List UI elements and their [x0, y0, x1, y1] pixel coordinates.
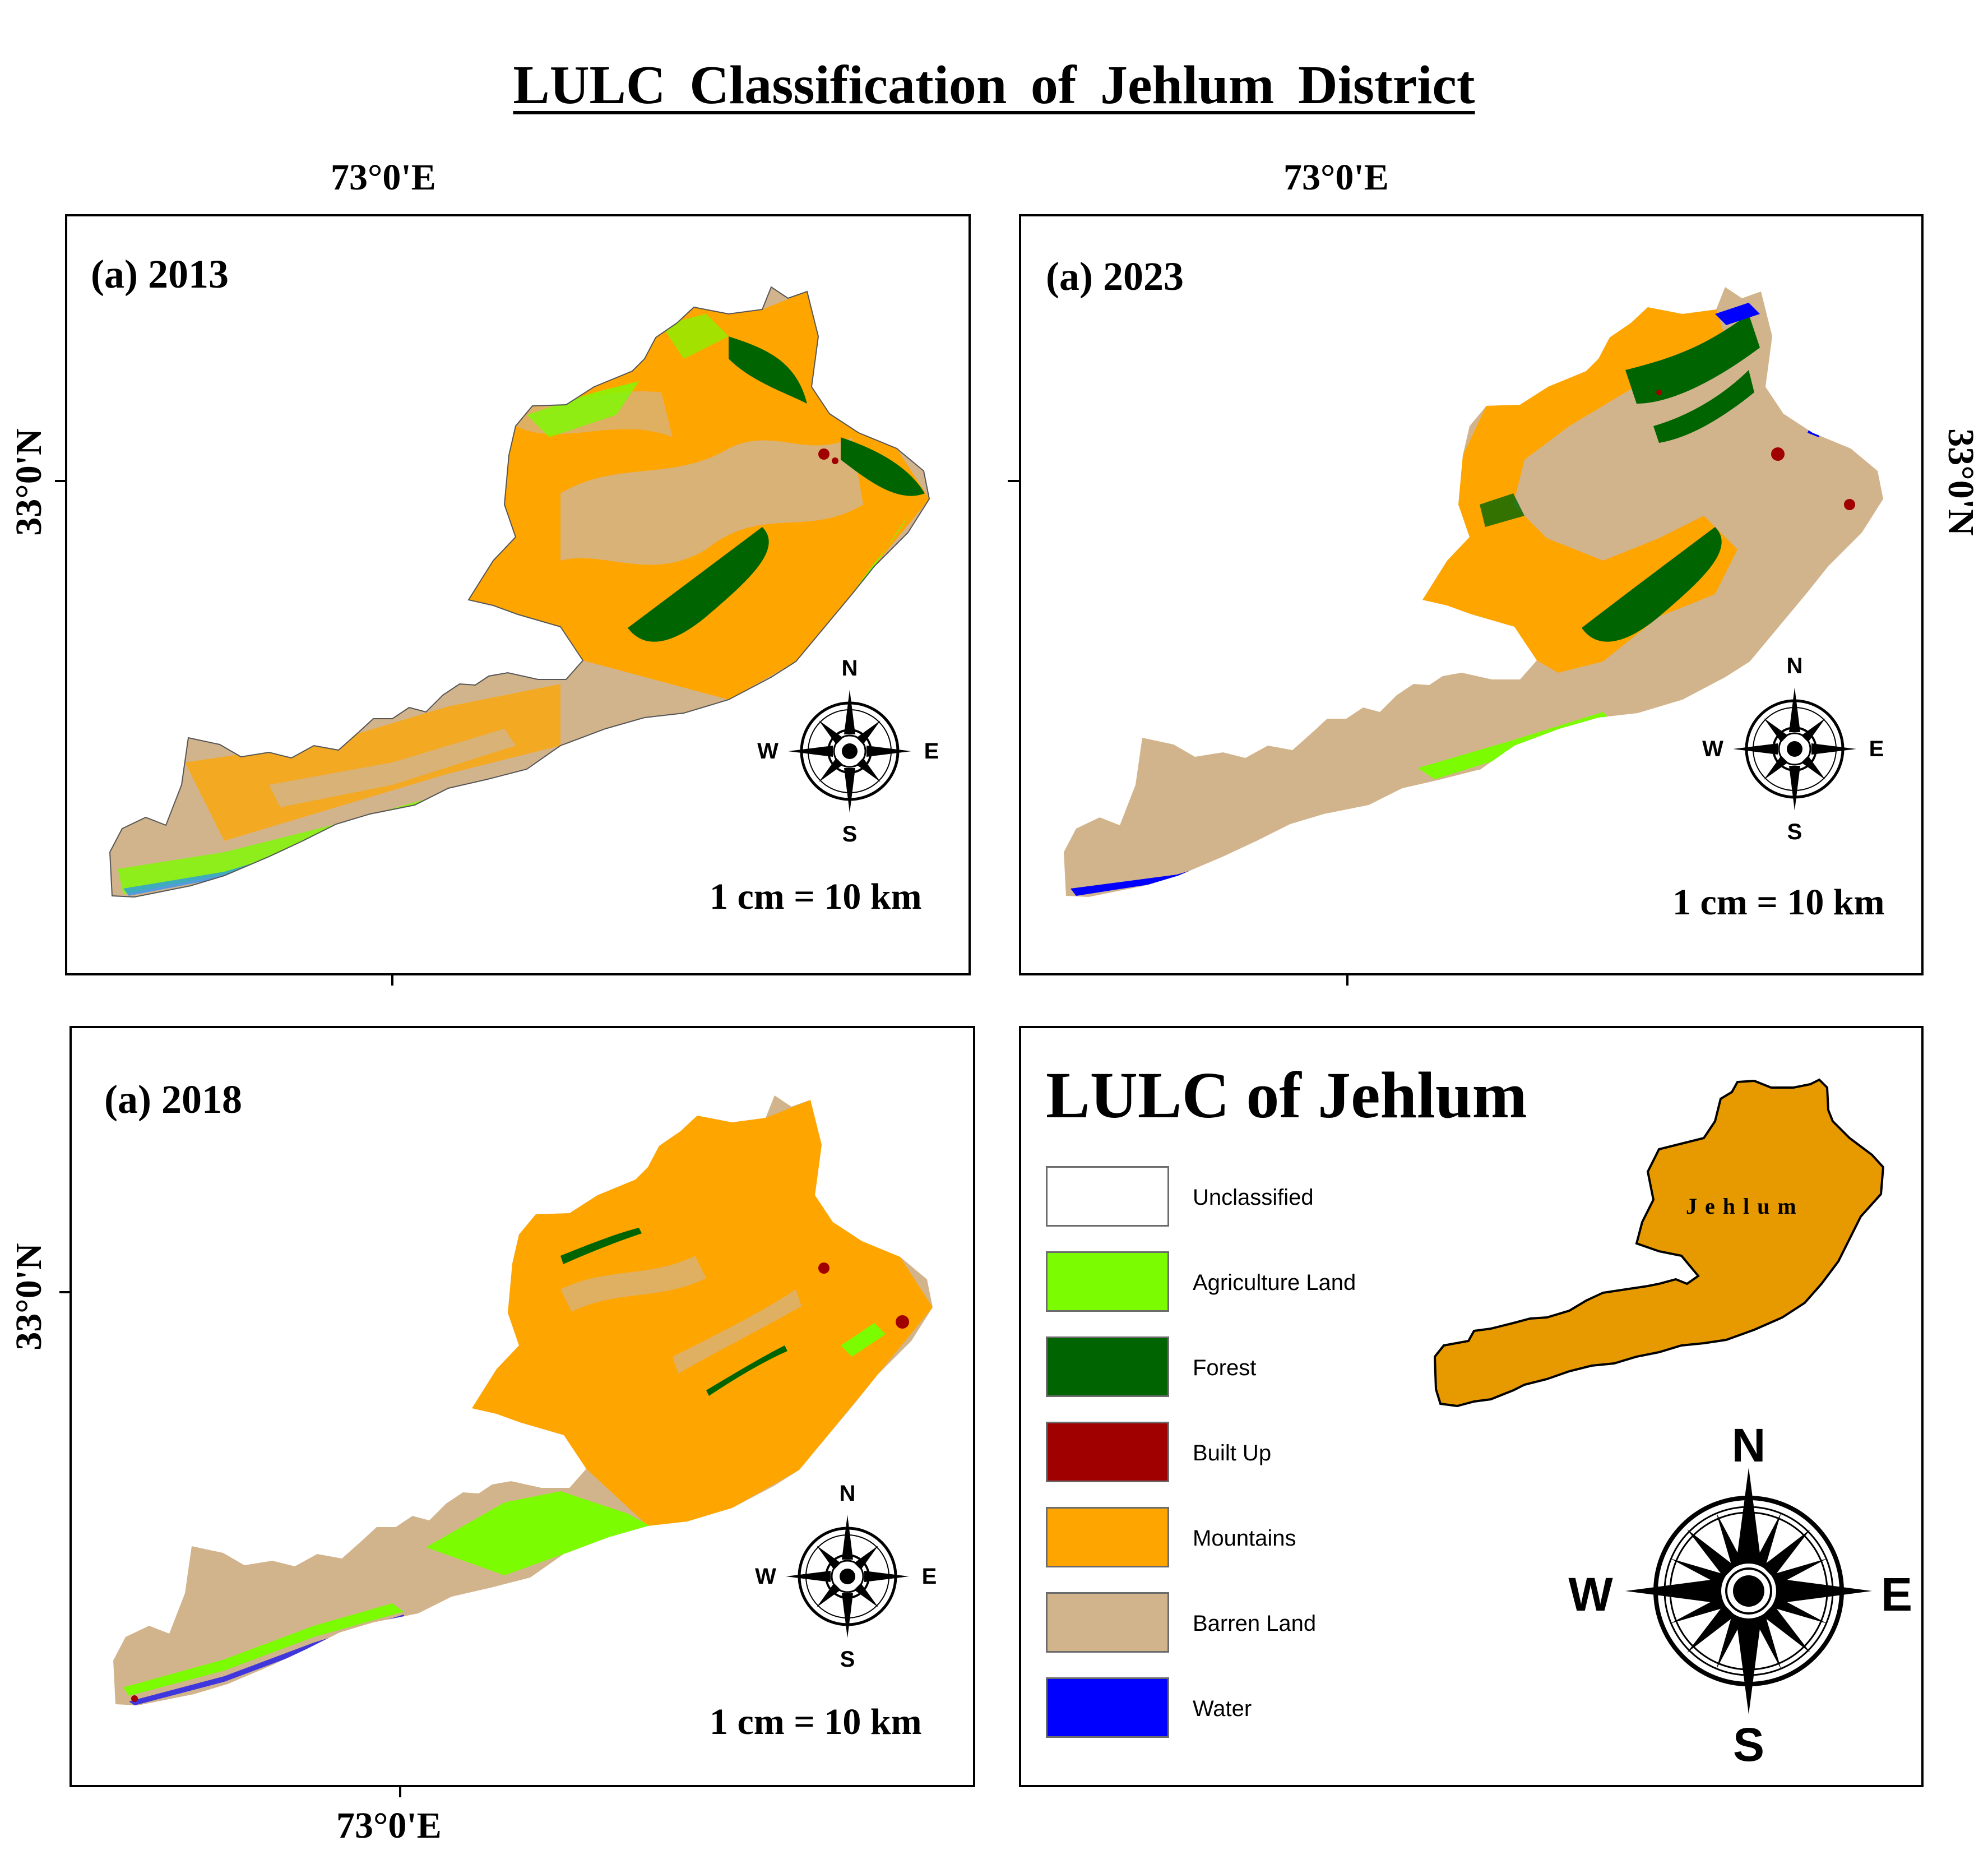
compass-rose-2018	[786, 1515, 909, 1638]
graticule-tick	[1346, 975, 1348, 986]
compass-n-2023: N	[1786, 654, 1803, 678]
legend-label: Agriculture Land	[1193, 1270, 1356, 1295]
scale-text-2023: 1 cm = 10 km	[1672, 882, 1885, 923]
legend-swatch-mountains	[1046, 1507, 1169, 1567]
figure-title: LULC Classification of Jehlum District	[513, 55, 1475, 115]
graticule-tick	[1008, 480, 1019, 482]
graticule-tick	[59, 1291, 69, 1293]
legend-item: Mountains	[1046, 1507, 1296, 1567]
compass-rose-2013	[788, 690, 911, 813]
compass-s-legend: S	[1732, 1718, 1765, 1771]
jehlum-inset-map	[1433, 1078, 1885, 1408]
lulc-map-2013	[110, 287, 929, 897]
graticule-tick	[391, 975, 393, 986]
compass-rose-legend	[1625, 1468, 1872, 1714]
legend-item: Built Up	[1046, 1422, 1271, 1482]
legend-item: Unclassified	[1046, 1166, 1314, 1227]
legend-label: Barren Land	[1193, 1611, 1317, 1636]
scale-text-2018: 1 cm = 10 km	[710, 1701, 922, 1742]
compass-s-2018: S	[840, 1647, 855, 1672]
legend-swatch-builtup	[1046, 1422, 1169, 1482]
compass-n-2013: N	[841, 656, 858, 681]
lulc-map-2023	[1064, 287, 1883, 897]
legend-swatch-agriculture	[1046, 1251, 1169, 1312]
compass-w-2023: W	[1702, 737, 1723, 761]
compass-w-2018: W	[755, 1564, 776, 1589]
compass-e-2013: E	[924, 739, 939, 764]
legend-title: LULC of Jehlum	[1046, 1058, 1527, 1132]
legend-item: Forest	[1046, 1336, 1256, 1397]
panel-label-2018: (a) 2018	[104, 1077, 242, 1122]
compass-n-2018: N	[839, 1481, 856, 1506]
legend-label: Mountains	[1193, 1526, 1296, 1551]
legend-label: Unclassified	[1193, 1185, 1314, 1210]
compass-rose-2023	[1733, 687, 1856, 811]
compass-n-legend: N	[1731, 1419, 1766, 1472]
scale-text-2013: 1 cm = 10 km	[710, 876, 922, 917]
panel-label-2013: (a) 2013	[91, 252, 229, 297]
compass-e-2023: E	[1869, 737, 1884, 761]
compass-e-legend: E	[1880, 1568, 1913, 1621]
legend-item: Water	[1046, 1677, 1252, 1738]
legend-item: Agriculture Land	[1046, 1251, 1356, 1312]
inset-map-label: Jehlum	[1686, 1194, 1804, 1219]
panel-label-2023: (a) 2023	[1046, 254, 1184, 299]
legend-label: Built Up	[1193, 1441, 1272, 1465]
legend-swatch-water	[1046, 1677, 1169, 1738]
legend-label: Forest	[1193, 1356, 1257, 1380]
compass-w-legend: W	[1568, 1568, 1613, 1621]
graticule-tick	[399, 1787, 401, 1797]
legend-item: Barren Land	[1046, 1592, 1316, 1653]
compass-s-2023: S	[1787, 820, 1802, 844]
legend-swatch-forest	[1046, 1336, 1169, 1397]
longitude-label-top-right: 73°0'E	[1283, 157, 1389, 198]
longitude-label-bottom: 73°0'E	[336, 1805, 442, 1846]
compass-s-2013: S	[842, 822, 858, 847]
legend-swatch-unclassified	[1046, 1166, 1169, 1227]
graticule-tick	[55, 480, 65, 482]
compass-w-2013: W	[757, 739, 778, 764]
legend-swatch-barren	[1046, 1592, 1169, 1653]
compass-e-2018: E	[921, 1564, 937, 1589]
legend-label: Water	[1193, 1696, 1252, 1721]
longitude-label-top-left: 73°0'E	[331, 157, 436, 198]
lulc-map-2018	[113, 1095, 933, 1705]
